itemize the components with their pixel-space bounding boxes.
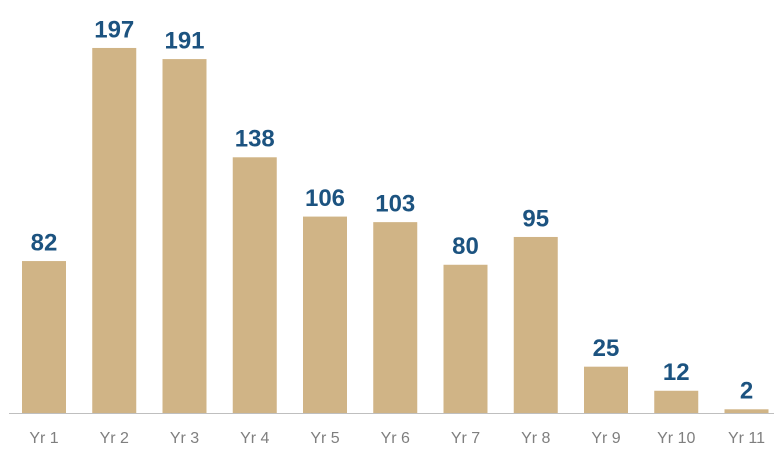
data-label: 82: [31, 229, 58, 256]
bar: [654, 390, 699, 413]
data-label: 197: [94, 16, 134, 43]
x-tick-label: Yr 1: [29, 430, 58, 447]
x-tick-label: Yr 8: [521, 430, 550, 447]
x-tick-label: Yr 6: [381, 430, 410, 447]
x-tick-label: Yr 9: [591, 430, 620, 447]
data-label: 191: [164, 27, 204, 54]
x-tick-label: Yr 10: [657, 430, 695, 447]
bar: [724, 409, 769, 413]
bar: [443, 264, 488, 413]
bar: [513, 236, 558, 413]
bar: [584, 366, 628, 413]
data-label: 138: [235, 126, 275, 153]
data-label: 80: [452, 233, 479, 260]
bar: [373, 222, 418, 413]
data-label: 2: [740, 378, 753, 405]
x-tick-label: Yr 3: [170, 430, 199, 447]
x-tick-label: Yr 2: [100, 430, 129, 447]
data-label: 106: [305, 185, 345, 212]
data-label: 103: [375, 190, 415, 217]
bar: [303, 216, 347, 413]
x-tick-label: Yr 5: [310, 430, 339, 447]
x-tick-label: Yr 11: [728, 430, 765, 447]
data-label: 25: [593, 335, 620, 362]
x-tick-label: Yr 4: [240, 430, 269, 447]
x-tick-label: Yr 7: [451, 430, 480, 447]
data-label: 95: [522, 205, 549, 232]
bar: [22, 261, 66, 413]
data-label: 12: [663, 359, 690, 386]
bar: [162, 59, 207, 414]
bar: [92, 47, 137, 414]
bar: [232, 157, 277, 413]
